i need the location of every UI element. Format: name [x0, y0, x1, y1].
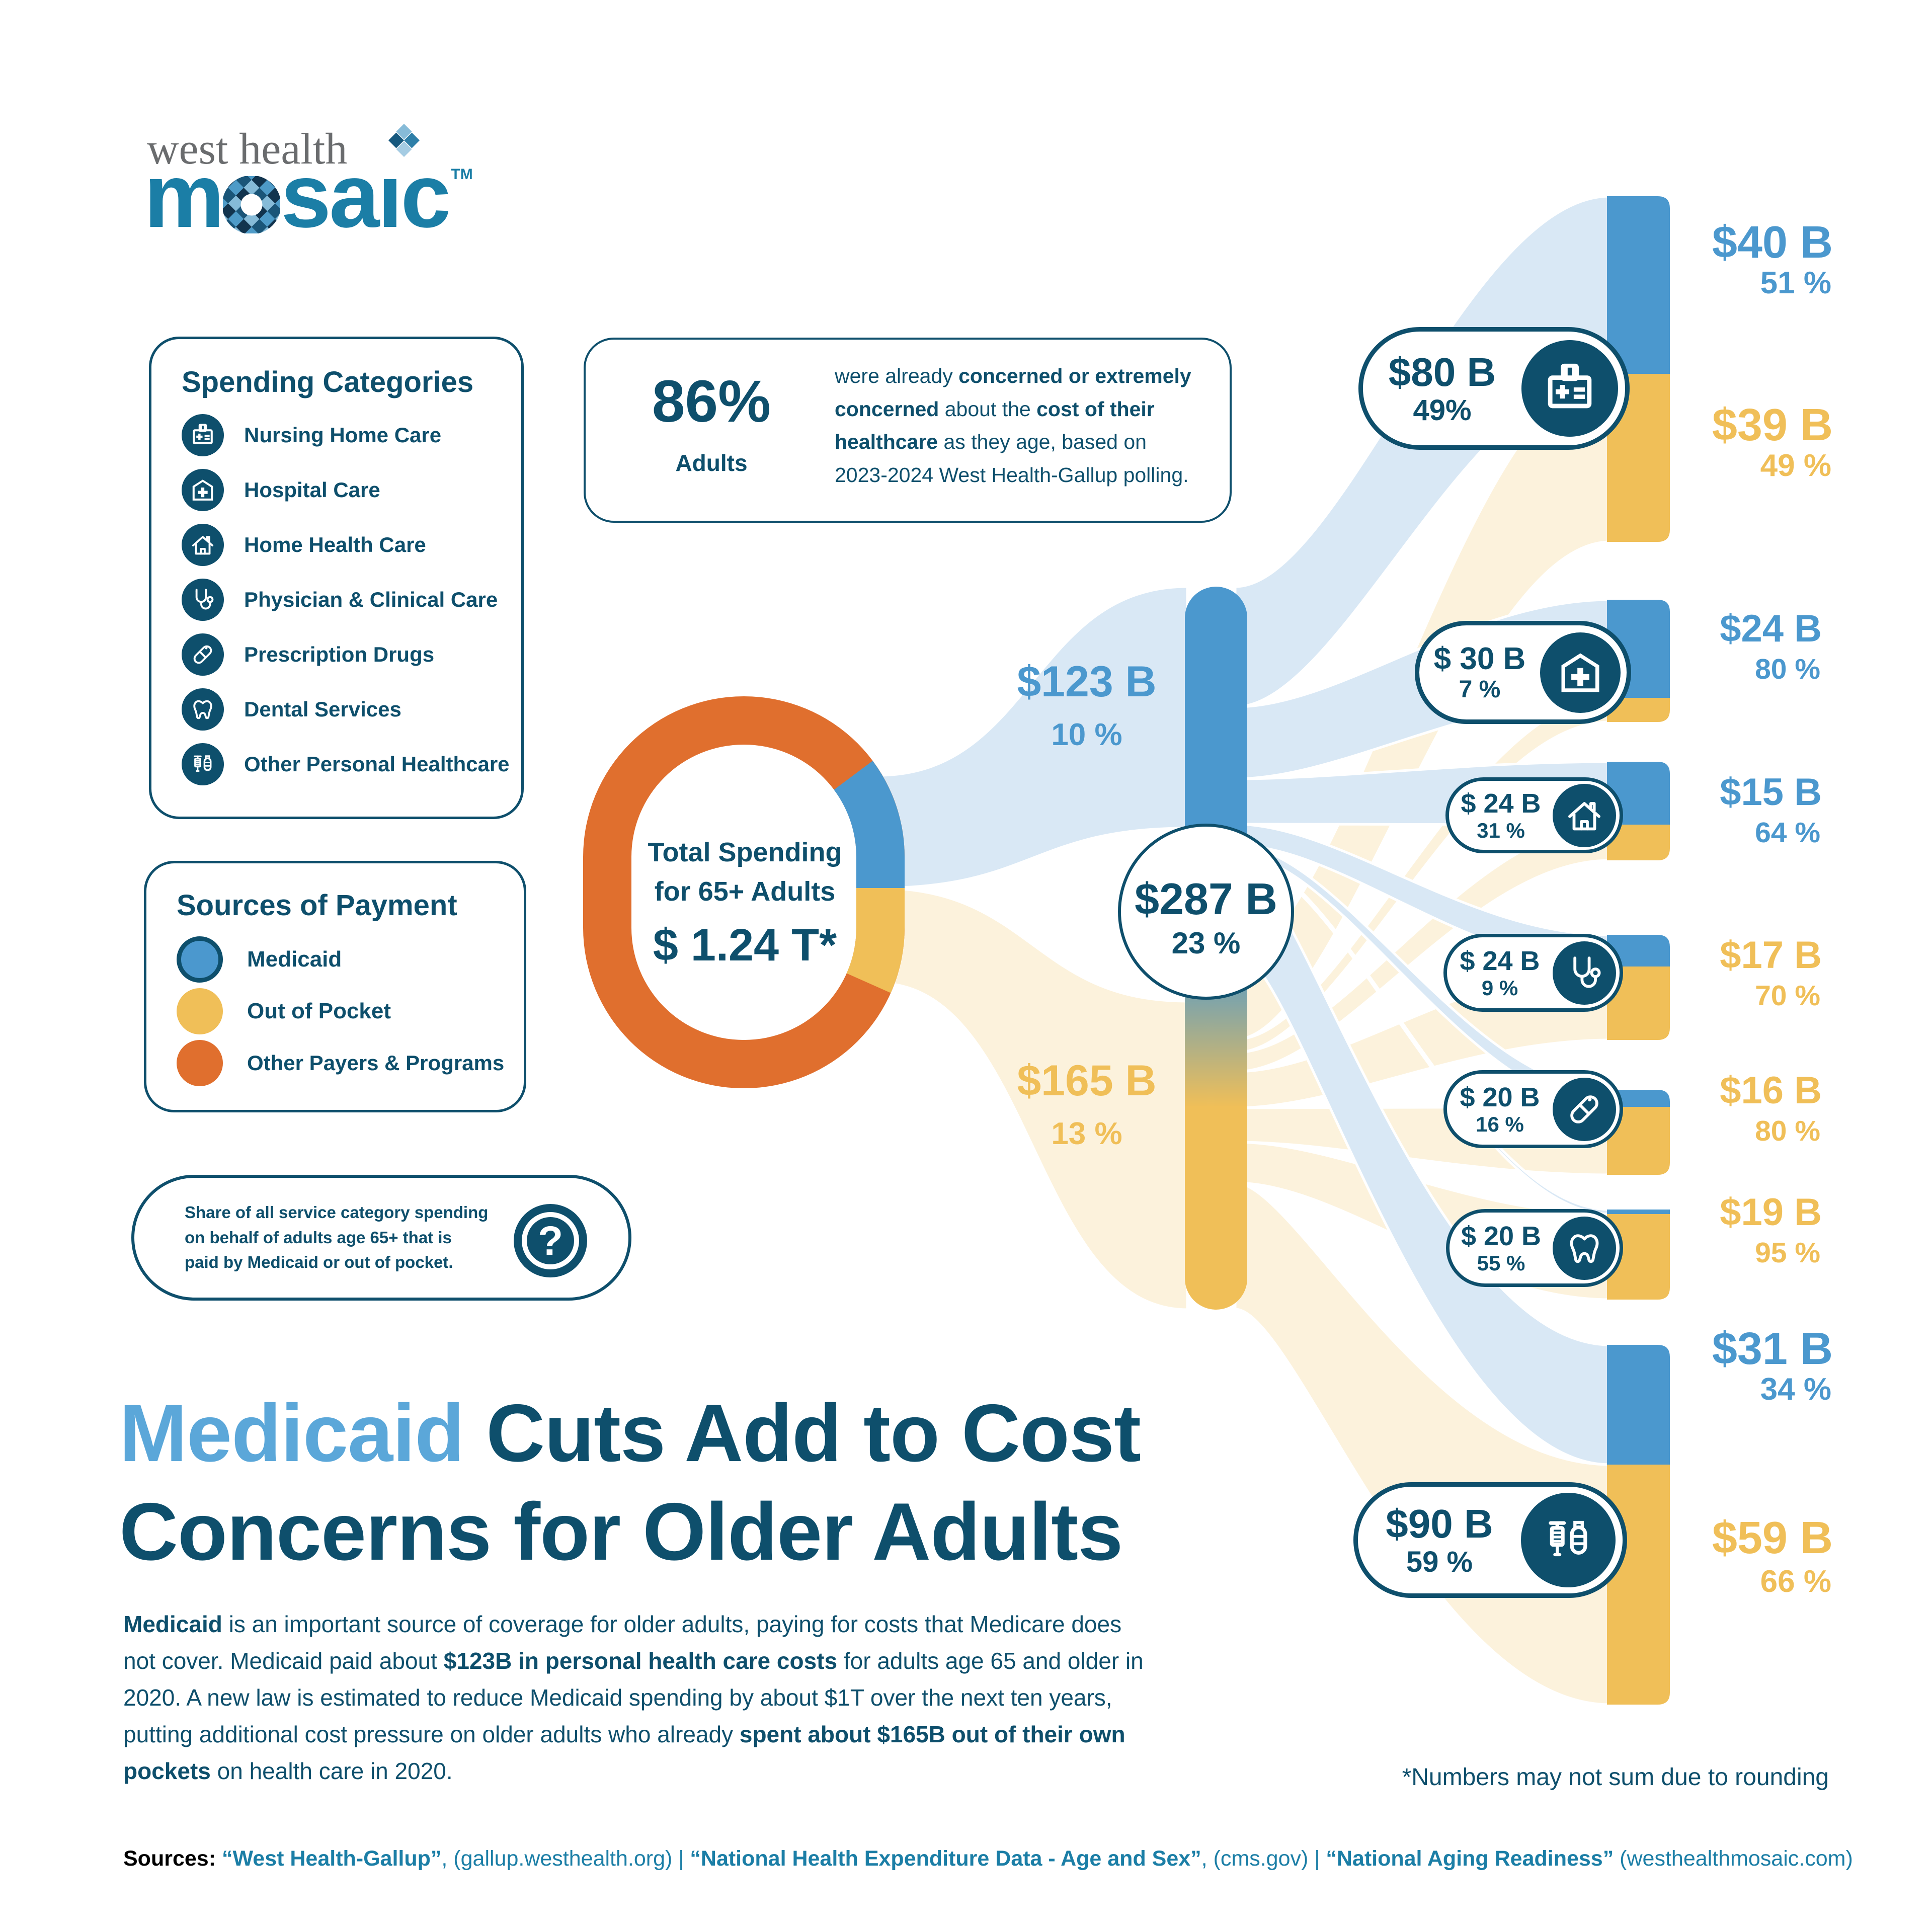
- svg-text:?: ?: [538, 1218, 563, 1264]
